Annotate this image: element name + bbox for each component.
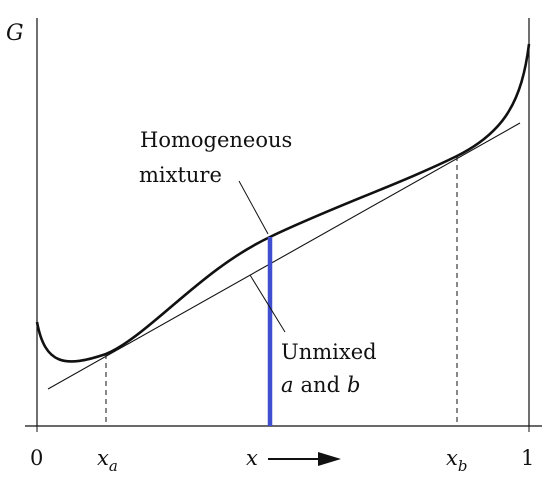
unmixed-label-a: a — [281, 373, 294, 397]
unmixed-label-line1: Unmixed — [281, 340, 377, 364]
tick-label-xb: xb — [446, 446, 467, 475]
tick-label-xb-sub: b — [458, 457, 468, 475]
tick-label-xa-base: x — [97, 446, 109, 470]
unmixed-label-b: b — [347, 373, 360, 397]
homogeneous-pointer — [238, 180, 269, 235]
tick-label-xa-sub: a — [109, 457, 118, 475]
free-energy-curve — [35, 43, 531, 363]
unmixed-label-line2: a and b — [281, 373, 360, 397]
tick-label-one: 1 — [521, 446, 534, 470]
homogeneous-label-line1: Homogeneous — [140, 128, 292, 152]
homogeneous-label-line2: mixture — [139, 163, 222, 187]
y-axis-label: G — [6, 21, 24, 46]
common-tangent-line — [47, 122, 521, 390]
tick-label-zero: 0 — [30, 446, 43, 470]
unmixed-pointer — [249, 274, 286, 333]
unmixed-label-and: and — [301, 373, 341, 397]
tick-label-xb-base: x — [446, 446, 458, 470]
tick-label-xa: xa — [97, 446, 118, 475]
x-direction-arrow-head — [318, 452, 341, 466]
tick-label-x: x — [246, 446, 258, 470]
